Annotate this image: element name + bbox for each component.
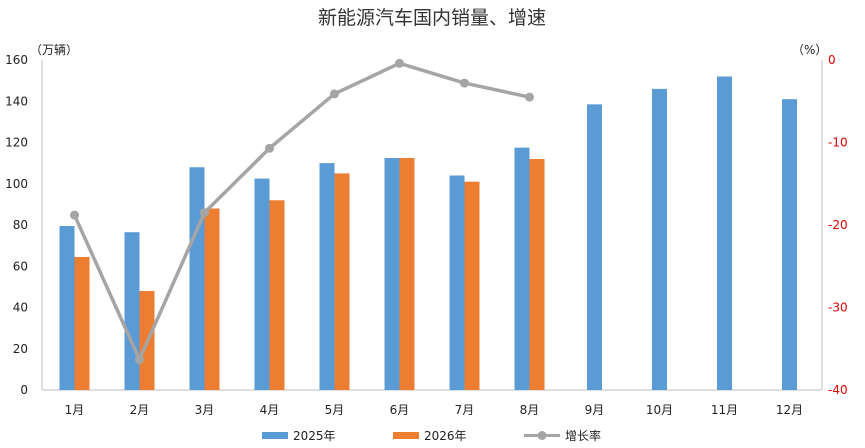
x-tick-label: 1月 xyxy=(65,403,85,417)
x-tick-label: 7月 xyxy=(455,403,475,417)
left-tick-label: 100 xyxy=(5,177,28,191)
bar-2026年-6月 xyxy=(399,157,415,390)
growth-rate-point xyxy=(265,143,274,153)
x-tick-label: 6月 xyxy=(390,403,410,417)
right-tick-label: -20 xyxy=(828,218,848,232)
x-tick-label: 5月 xyxy=(325,403,345,417)
left-tick-label: 40 xyxy=(13,301,28,315)
left-tick-label: 0 xyxy=(20,383,28,397)
left-tick-label: 60 xyxy=(13,259,28,273)
bar-2026年-3月 xyxy=(204,208,220,390)
growth-rate-line xyxy=(72,61,530,362)
x-tick-label: 8月 xyxy=(520,403,540,417)
bar-2025年-3月 xyxy=(189,167,205,390)
x-tick-label: 10月 xyxy=(646,403,673,417)
bar-2025年-2月 xyxy=(124,232,140,390)
x-tick-label: 9月 xyxy=(585,403,605,417)
bar-2025年-5月 xyxy=(319,163,335,390)
right-tick-label: -10 xyxy=(828,136,848,150)
legend: 2025年 2026年 增长率 xyxy=(262,428,601,443)
bar-2025年-7月 xyxy=(449,175,465,390)
bar-2026年-8月 xyxy=(529,159,545,390)
bar-2025年-12月 xyxy=(782,99,797,390)
legend-swatch xyxy=(393,432,419,439)
x-tick-label: 2月 xyxy=(130,403,150,417)
right-axis-unit: （%） xyxy=(792,43,827,57)
x-axis-ticks: 1月 2月 3月 4月 5月 6月 7月 8月 9月 10月 11月 12月 xyxy=(65,403,803,417)
bar-2026年-1月 xyxy=(74,256,90,390)
left-tick-label: 140 xyxy=(5,94,28,108)
legend-swatch-marker xyxy=(537,431,547,440)
bar-2025年-1月 xyxy=(59,226,75,390)
x-tick-label: 4月 xyxy=(260,403,280,417)
legend-label: 2025年 xyxy=(293,429,336,443)
bar-2025年-10月 xyxy=(652,88,667,390)
legend-label: 增长率 xyxy=(565,428,601,443)
chart-title: 新能源汽车国内销量、增速 xyxy=(318,7,546,29)
growth-rate-point xyxy=(70,210,79,220)
bar-2025年-11月 xyxy=(717,76,732,390)
bar-2026年-7月 xyxy=(464,181,480,390)
bar-2025年-6月 xyxy=(384,157,400,390)
right-axis-ticks: 0 -10 -20 -30 -40 xyxy=(828,53,848,397)
right-tick-label: 0 xyxy=(828,53,836,67)
line-series xyxy=(70,58,534,364)
left-tick-label: 20 xyxy=(13,342,28,356)
left-tick-label: 120 xyxy=(5,136,28,150)
right-tick-label: -30 xyxy=(828,301,848,315)
right-tick-label: -40 xyxy=(828,383,848,397)
bar-2026年-5月 xyxy=(334,173,350,390)
bar-2025年-9月 xyxy=(587,104,602,390)
x-tick-label: 3月 xyxy=(195,403,215,417)
left-axis-ticks: 0 20 40 60 80 100 120 140 160 xyxy=(5,53,28,397)
bar-series xyxy=(59,76,797,390)
legend-label: 2026年 xyxy=(424,429,467,443)
left-tick-label: 80 xyxy=(13,218,28,232)
growth-rate-point xyxy=(200,208,209,218)
growth-rate-point xyxy=(395,58,404,68)
x-tick-label: 12月 xyxy=(776,403,803,417)
bar-2025年-4月 xyxy=(254,178,270,390)
bar-2026年-4月 xyxy=(269,200,285,390)
growth-rate-point xyxy=(135,354,144,364)
left-tick-label: 160 xyxy=(5,53,28,67)
bar-2025年-8月 xyxy=(514,147,530,390)
growth-rate-point xyxy=(460,78,469,88)
legend-swatch xyxy=(262,432,288,439)
growth-rate-point xyxy=(525,92,534,102)
x-tick-label: 11月 xyxy=(711,403,738,417)
growth-rate-point xyxy=(330,89,339,99)
left-axis-unit: （万辆） xyxy=(30,43,78,57)
